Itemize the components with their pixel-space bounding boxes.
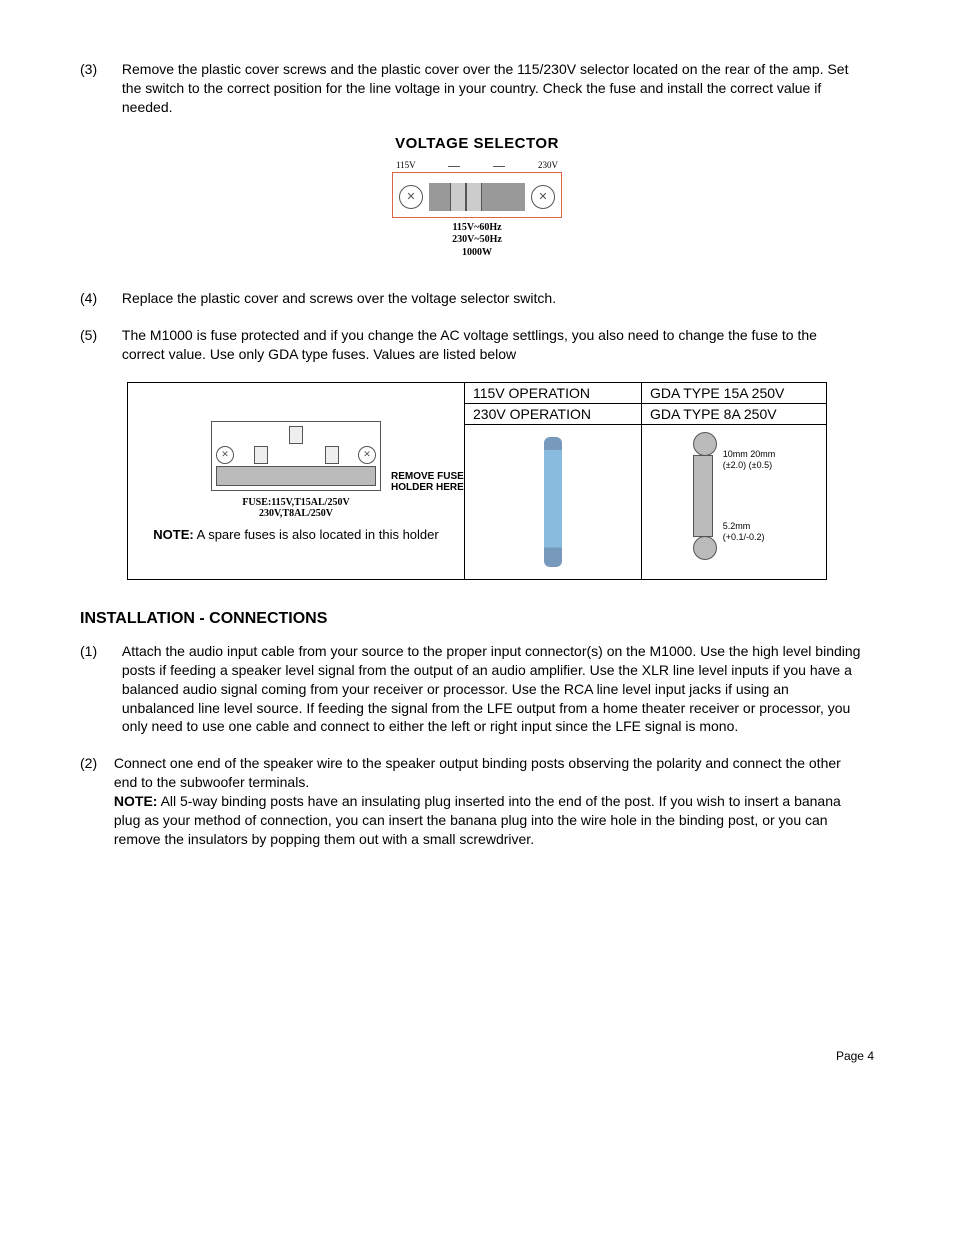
fuse-115v-type: GDA TYPE 15A 250V bbox=[642, 382, 827, 403]
conn-step-2: (2) Connect one end of the speaker wire … bbox=[80, 754, 874, 848]
voltage-label-115v: 115V bbox=[396, 160, 416, 170]
conn-1-text: Attach the audio input cable from your s… bbox=[122, 642, 862, 736]
fuse-dimension-diagram: 10mm 20mm (±2.0) (±0.5) 5.2mm (+0.1/-0.2… bbox=[650, 433, 818, 559]
voltage-spec-1: 115V~60Hz bbox=[392, 222, 562, 235]
step-3-num: (3) bbox=[80, 60, 118, 79]
step-4-text: Replace the plastic cover and screws ove… bbox=[122, 289, 862, 308]
voltage-spec-2: 230V~50Hz bbox=[392, 234, 562, 247]
fuse-table: ✕ ✕ REMOVE FUSE HOLDER HERE FUSE:115V,T1… bbox=[127, 382, 827, 580]
fuse-230v-type: GDA TYPE 8A 250V bbox=[642, 403, 827, 424]
fuse-dim-len: 10mm 20mm bbox=[723, 449, 776, 460]
step-3: (3) Remove the plastic cover screws and … bbox=[80, 60, 874, 117]
conn-2-text: Connect one end of the speaker wire to t… bbox=[114, 755, 841, 790]
step-5-num: (5) bbox=[80, 326, 118, 345]
step-5-text: The M1000 is fuse protected and if you c… bbox=[122, 326, 862, 364]
conn-2-num: (2) bbox=[80, 754, 110, 773]
holder-note-label: NOTE: bbox=[153, 527, 193, 542]
fuse-holder-diagram: ✕ ✕ bbox=[211, 421, 381, 491]
conn-1-num: (1) bbox=[80, 642, 118, 661]
screw-icon: ✕ bbox=[399, 185, 423, 209]
conn-2-note-text: All 5-way binding posts have an insulati… bbox=[114, 793, 841, 847]
fuse-dim-dia: 5.2mm bbox=[723, 521, 776, 532]
voltage-spec-3: 1000W bbox=[392, 247, 562, 260]
fuse-spec-1: FUSE:115V,T15AL/250V bbox=[136, 497, 456, 508]
page-number: Page 4 bbox=[80, 1049, 874, 1063]
fuse-spec-2: 230V,T8AL/250V bbox=[136, 508, 456, 519]
step-5: (5) The M1000 is fuse protected and if y… bbox=[80, 326, 874, 364]
conn-2-note-label: NOTE: bbox=[114, 793, 158, 809]
step-4: (4) Replace the plastic cover and screws… bbox=[80, 289, 874, 308]
holder-note-text: A spare fuses is also located in this ho… bbox=[194, 527, 439, 542]
conn-step-1: (1) Attach the audio input cable from yo… bbox=[80, 642, 874, 736]
voltage-selector-diagram: 115V 230V ✕ ✕ 115V~60Hz 230V~50Hz 1000W bbox=[392, 160, 562, 260]
voltage-label-230v: 230V bbox=[538, 160, 558, 170]
fuse-230v-op: 230V OPERATION bbox=[465, 403, 642, 424]
step-3-text: Remove the plastic cover screws and the … bbox=[122, 60, 862, 117]
fuse-dim-len-tol: (±2.0) (±0.5) bbox=[723, 460, 776, 471]
section-installation-connections: INSTALLATION - CONNECTIONS bbox=[80, 610, 874, 628]
screw-icon: ✕ bbox=[531, 185, 555, 209]
step-4-num: (4) bbox=[80, 289, 118, 308]
remove-fuse-label: REMOVE FUSE HOLDER HERE bbox=[391, 471, 501, 493]
voltage-switch bbox=[429, 183, 525, 211]
table-row: ✕ ✕ REMOVE FUSE HOLDER HERE FUSE:115V,T1… bbox=[128, 382, 827, 403]
fuse-image bbox=[544, 437, 562, 567]
fuse-115v-op: 115V OPERATION bbox=[465, 382, 642, 403]
fuse-dim-dia-tol: (+0.1/-0.2) bbox=[723, 532, 776, 543]
voltage-selector-title: VOLTAGE SELECTOR bbox=[80, 135, 874, 152]
